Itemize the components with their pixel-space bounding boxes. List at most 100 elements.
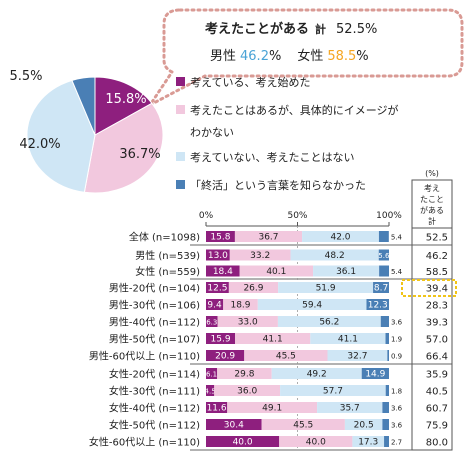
bar-segment <box>227 402 318 413</box>
bar-value-label: 40.0 <box>306 438 326 448</box>
bar-segment <box>385 333 389 344</box>
axis-tick-label: 100% <box>376 211 402 221</box>
row-total: 57.0 <box>426 335 448 346</box>
bar-segment <box>385 385 389 396</box>
bar-value-label: 32.7 <box>347 352 367 362</box>
highlight-box <box>401 279 457 297</box>
totals-header-line: 計 <box>428 216 436 226</box>
pie-label: 36.7% <box>119 147 160 162</box>
bar-value-label: 30.4 <box>224 421 244 431</box>
bar-segment <box>257 299 367 310</box>
bar-value-label: 15.8 <box>210 233 230 243</box>
bar-segment <box>206 299 224 310</box>
legend-label: わかない <box>190 126 234 139</box>
bar-segment <box>290 249 379 261</box>
bar-segment <box>228 282 279 293</box>
bar-value-label: 49.2 <box>307 370 327 380</box>
bar-segment <box>223 299 258 310</box>
bar-value-label: 5.6 <box>378 252 390 260</box>
table-row: 女性-60代以上 (n=110) 40.0 40.0 17.3 2.7 80.0 <box>89 436 448 449</box>
bar-segment <box>206 419 262 430</box>
row-total: 75.9 <box>426 421 448 432</box>
pie-slice <box>71 76 96 136</box>
bar-segment <box>235 333 311 344</box>
bar-value-label: 33.0 <box>238 318 258 328</box>
bar-segment <box>278 282 374 293</box>
bar-segment <box>206 249 230 261</box>
bar-value-label: 6.1 <box>206 371 217 379</box>
table-row: 全体 (n=1098) 15.8 36.7 42.0 5.4 52.5 <box>129 231 448 244</box>
bar-value-label: 12.5 <box>207 284 227 294</box>
bar-segment <box>206 436 280 447</box>
bar-value-label: 17.3 <box>358 438 378 448</box>
legend-swatch <box>176 105 185 114</box>
totals-header-line: 考え <box>424 184 440 193</box>
row-total: 60.7 <box>426 404 448 415</box>
bar-segment <box>387 350 389 361</box>
axis-tick-label: 50% <box>287 211 307 221</box>
axis-tick-label: 0% <box>199 211 214 221</box>
bar-value-label: 41.1 <box>263 335 283 345</box>
bar-value-label: 29.8 <box>234 370 254 380</box>
table-row: 女性-30代 (n=111) 4.5 36.0 57.7 1.8 40.5 <box>109 385 448 398</box>
bar-value-label: 49.1 <box>262 404 282 414</box>
row-label: 男性-30代 (n=106) <box>109 299 200 312</box>
bar-segment <box>206 402 228 413</box>
bar-value-label: 56.2 <box>319 318 339 328</box>
bar-value-label: 36.1 <box>336 267 356 277</box>
bar-value-label: 33.2 <box>250 251 270 261</box>
bar-segment <box>366 299 389 310</box>
table-row: 女性-20代 (n=114) 6.1 29.8 49.2 14.9 35.9 <box>109 368 448 381</box>
bar-segment <box>206 316 218 327</box>
bar-value-label: 45.5 <box>276 352 296 362</box>
bar-segment <box>352 436 385 447</box>
bar-segment <box>378 249 389 261</box>
bar-segment <box>344 419 383 430</box>
table-row: 女性-40代 (n=112) 11.6 49.1 35.7 3.6 60.7 <box>109 402 448 415</box>
callout-line1-sub: 計 <box>315 22 326 36</box>
bar-value-label: 1.8 <box>391 388 402 396</box>
bar-value-label: 6.3 <box>206 319 217 327</box>
bar-segment <box>234 231 303 242</box>
bar-segment <box>229 249 291 261</box>
legend: 考えている、考え始めた考えたことはあるが、具体的にイメージがわかない考えていない… <box>176 75 399 192</box>
bar-value-label: 12.3 <box>368 301 388 311</box>
bar-segment <box>361 368 389 379</box>
totals-header-line: たこと <box>420 195 444 204</box>
legend-swatch <box>176 77 185 86</box>
bar-value-label: 41.1 <box>338 335 358 345</box>
table-row: 男性-60代以上 (n=110) 20.9 45.5 32.7 0.9 66.4 <box>89 350 448 363</box>
bar-segment <box>217 368 272 379</box>
bar-value-label: 3.6 <box>391 405 403 413</box>
legend-swatch <box>176 152 185 161</box>
bar-value-label: 35.7 <box>340 404 360 414</box>
pie-chart: 15.8% 36.7% 42.0% 5.5% <box>9 69 164 194</box>
row-label: 女性-30代 (n=111) <box>109 385 200 398</box>
bar-segment <box>310 333 386 344</box>
bar-segment <box>239 265 314 277</box>
bar-value-label: 48.2 <box>325 251 345 261</box>
table-row: 男性-50代 (n=107) 15.9 41.1 41.1 1.9 57.0 <box>109 333 448 346</box>
bar-segment <box>384 436 389 447</box>
bar-segment <box>279 436 353 447</box>
row-total: 39.4 <box>426 284 448 295</box>
table-row: 男性-30代 (n=106) 9.4 18.9 59.4 12.3 28.3 <box>109 299 448 312</box>
bar-segment <box>327 350 388 361</box>
table-row: 女性 (n=559) 18.4 40.1 36.1 5.4 58.5 <box>135 265 448 278</box>
bar-value-label: 4.5 <box>205 388 216 396</box>
callout-female-value: 58.5 <box>327 49 356 64</box>
bar-axis: 0% 50% 100% <box>199 211 402 227</box>
table-row: 男性 (n=539) 13.0 33.2 48.2 5.6 46.2 <box>135 249 448 262</box>
bar-segment <box>206 350 245 361</box>
pie-label: 5.5% <box>9 69 42 84</box>
row-total: 52.5 <box>426 233 448 244</box>
bar-segment <box>317 402 383 413</box>
bar-value-label: 0.9 <box>391 353 402 361</box>
bar-value-label: 51.9 <box>316 284 336 294</box>
bar-value-label: 13.0 <box>208 251 228 261</box>
pie-label: 42.0% <box>19 137 60 152</box>
bar-value-label: 36.7 <box>258 233 278 243</box>
row-total: 66.4 <box>426 352 448 363</box>
row-total: 39.3 <box>426 318 448 329</box>
